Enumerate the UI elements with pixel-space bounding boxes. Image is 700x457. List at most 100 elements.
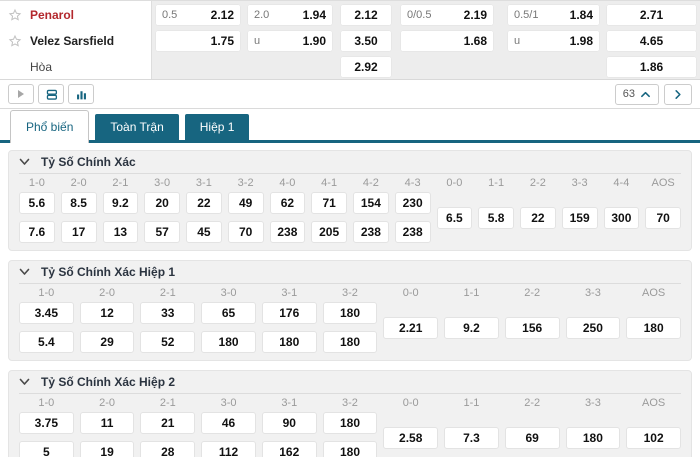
score-odds-cell[interactable]: 238 xyxy=(353,221,389,243)
score-odds-cell[interactable]: 9.2 xyxy=(102,192,139,214)
score-odds-cell[interactable]: 180 xyxy=(322,331,378,353)
score-odds-cell[interactable]: 70 xyxy=(645,206,681,229)
score-odds-cell[interactable]: 9.2 xyxy=(444,316,499,339)
score-odds-cell[interactable]: 20 xyxy=(144,192,180,214)
odds-cell-empty xyxy=(507,56,600,78)
score-odds-cell[interactable]: 2.21 xyxy=(383,316,439,339)
score-column-header: 3-0 xyxy=(154,177,171,189)
score-odds-cell[interactable]: 5.6 xyxy=(19,192,55,214)
score-odds-cell[interactable]: 46 xyxy=(201,412,256,434)
score-odds-cell[interactable]: 180 xyxy=(201,331,256,353)
odds-cell[interactable]: 0.5/1 1.84 xyxy=(507,4,600,26)
odds-cell[interactable]: u 1.90 xyxy=(247,30,333,52)
odds-cell[interactable]: 2.71 xyxy=(606,4,697,26)
score-odds-cell[interactable]: 49 xyxy=(227,192,264,214)
score-column: 1-0 5.6 7.6 xyxy=(19,176,55,243)
score-odds-cell[interactable]: 69 xyxy=(504,426,560,449)
score-odds-cell[interactable]: 250 xyxy=(565,316,621,339)
score-odds-cell[interactable]: 238 xyxy=(394,221,431,243)
score-odds-cell[interactable]: 17 xyxy=(60,221,97,243)
score-odds-cell[interactable]: 7.6 xyxy=(19,221,55,243)
odds-cell[interactable]: 4.65 xyxy=(606,30,697,52)
score-odds-cell[interactable]: 3.45 xyxy=(19,302,74,324)
score-odds-cell[interactable]: 45 xyxy=(186,221,222,243)
score-odds-cell[interactable]: 300 xyxy=(603,206,640,229)
score-odds-cell[interactable]: 5 xyxy=(19,441,74,457)
score-odds-cell[interactable]: 3.75 xyxy=(19,412,74,434)
markets-count-button[interactable]: 63 xyxy=(614,83,659,105)
odds-cell[interactable]: 2.0 1.94 xyxy=(247,4,333,26)
odds-cell[interactable]: 0/0.5 2.19 xyxy=(400,4,494,26)
tab-pho-bien[interactable]: Phổ biến xyxy=(10,110,90,143)
score-odds-cell[interactable]: 180 xyxy=(261,331,317,353)
score-odds-cell[interactable]: 102 xyxy=(626,426,681,449)
odds-cell[interactable]: 0.5 2.12 xyxy=(155,4,241,26)
score-odds-cell[interactable]: 21 xyxy=(140,412,196,434)
score-column-header: AOS xyxy=(642,397,666,409)
score-odds-cell[interactable]: 70 xyxy=(227,221,264,243)
odds-cell[interactable]: 1.75 xyxy=(155,30,241,52)
score-odds-cell[interactable]: 6.5 xyxy=(436,206,473,229)
tab-hiep-1[interactable]: Hiệp 1 xyxy=(184,114,250,140)
score-odds-cell[interactable]: 33 xyxy=(140,302,196,324)
favorite-star-icon[interactable] xyxy=(8,34,22,53)
tab-toan-tran[interactable]: Toàn Trận xyxy=(95,114,179,140)
score-odds-cell[interactable]: 28 xyxy=(140,441,196,457)
odds-cell[interactable]: 2.12 xyxy=(340,4,392,26)
score-odds-cell[interactable]: 154 xyxy=(353,192,389,214)
odds-cell[interactable]: 2.92 xyxy=(340,56,392,78)
score-odds-cell[interactable]: 8.5 xyxy=(60,192,97,214)
score-odds-cell[interactable]: 29 xyxy=(79,331,135,353)
score-odds-cell[interactable]: 52 xyxy=(140,331,196,353)
section-header[interactable]: Tỷ Số Chính Xác Hiệp 2 xyxy=(19,371,681,394)
score-odds-cell[interactable]: 238 xyxy=(269,221,306,243)
score-odds-cell[interactable]: 7.3 xyxy=(444,426,499,449)
score-odds-cell[interactable]: 180 xyxy=(626,316,681,339)
score-odds-cell[interactable]: 5.4 xyxy=(19,331,74,353)
score-odds-cell[interactable]: 176 xyxy=(261,302,317,324)
score-odds-cell[interactable]: 180 xyxy=(565,426,621,449)
score-column: 2-1 21 28 xyxy=(140,396,196,457)
play-button[interactable] xyxy=(8,84,34,104)
score-odds-cell[interactable]: 230 xyxy=(394,192,431,214)
score-odds-cell[interactable]: 162 xyxy=(261,441,317,457)
draw-column: 3-3 180 xyxy=(565,396,621,457)
next-button[interactable] xyxy=(664,83,692,105)
score-odds-cell[interactable]: 22 xyxy=(520,206,556,229)
score-odds-cell[interactable]: 2.58 xyxy=(383,426,439,449)
odds-row: 0.5 2.12 2.0 1.94 2.12 0/0.5 2.19 0.5/1 1.84 2.71 xyxy=(152,4,700,26)
score-odds-cell[interactable]: 11 xyxy=(79,412,135,434)
score-odds-cell[interactable]: 205 xyxy=(311,221,347,243)
score-odds-cell[interactable]: 65 xyxy=(201,302,256,324)
odds-cell-empty xyxy=(400,56,494,78)
score-odds-cell[interactable]: 12 xyxy=(79,302,135,324)
score-odds-cell[interactable]: 13 xyxy=(102,221,139,243)
odds-row: 2.92 1.86 xyxy=(152,56,700,78)
score-odds-cell[interactable]: 5.8 xyxy=(478,206,514,229)
odds-cell[interactable]: 3.50 xyxy=(340,30,392,52)
odds-cell[interactable]: u 1.98 xyxy=(507,30,600,52)
score-odds-cell[interactable]: 57 xyxy=(144,221,180,243)
score-odds-cell[interactable]: 159 xyxy=(561,206,598,229)
score-odds-cell[interactable]: 71 xyxy=(311,192,347,214)
score-odds-cell[interactable]: 19 xyxy=(79,441,135,457)
team-name: Velez Sarsfield xyxy=(30,34,115,48)
odds-cell[interactable]: 1.68 xyxy=(400,30,494,52)
stats-button[interactable] xyxy=(68,84,94,104)
odds-cell[interactable]: 1.86 xyxy=(606,56,697,78)
score-odds-cell[interactable]: 112 xyxy=(201,441,256,457)
score-odds-cell[interactable]: 62 xyxy=(269,192,306,214)
favorite-star-icon[interactable] xyxy=(8,8,22,27)
score-odds-cell[interactable]: 180 xyxy=(322,412,378,434)
score-column: 2-1 9.2 13 xyxy=(102,176,139,243)
score-odds-cell[interactable]: 90 xyxy=(261,412,317,434)
score-odds-cell[interactable]: 180 xyxy=(322,302,378,324)
score-odds-cell[interactable]: 180 xyxy=(322,441,378,457)
score-odds-cell[interactable]: 22 xyxy=(186,192,222,214)
section-header[interactable]: Tỷ Số Chính Xác xyxy=(19,151,681,174)
score-odds-cell[interactable]: 156 xyxy=(504,316,560,339)
score-column-header: 4-0 xyxy=(279,177,296,189)
section-header[interactable]: Tỷ Số Chính Xác Hiệp 1 xyxy=(19,261,681,284)
score-column-header: AOS xyxy=(651,177,675,189)
market-depth-button[interactable] xyxy=(38,84,64,104)
